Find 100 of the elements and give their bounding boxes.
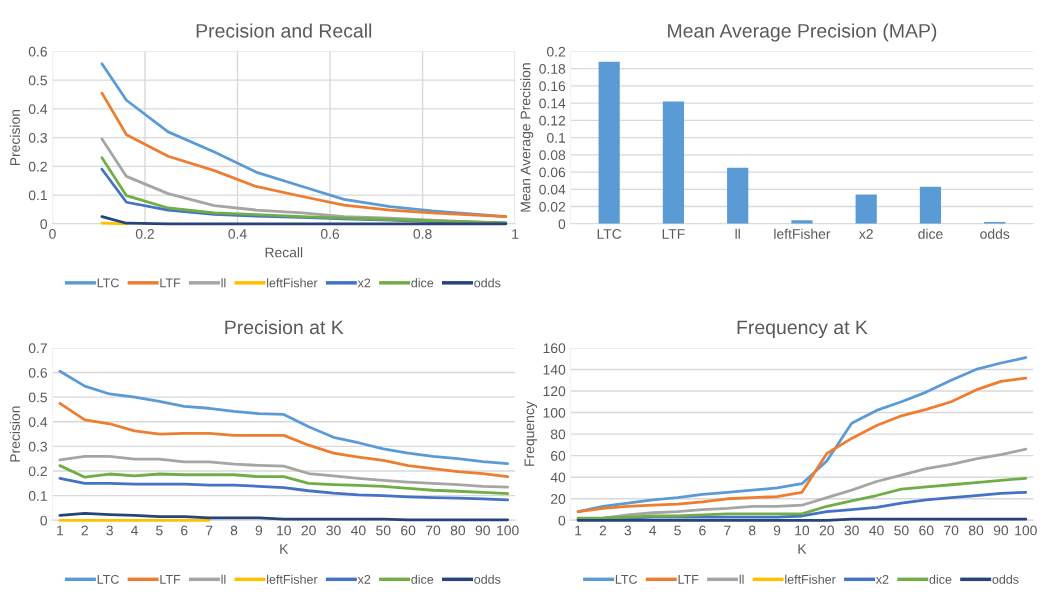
legend-label: LTC xyxy=(615,574,638,584)
y-tick-label: 0.4 xyxy=(28,104,48,115)
legend-label: dice xyxy=(411,574,434,584)
y-tick-label: 0.2 xyxy=(28,161,47,172)
legend-label: dice xyxy=(929,574,952,584)
legend-label: LTF xyxy=(160,278,181,288)
x-tick-label: 6 xyxy=(181,525,188,536)
y-tick-label: 120 xyxy=(543,386,566,397)
line-series xyxy=(58,512,510,522)
x-tick-label: 5 xyxy=(156,525,163,536)
y-tick-label: 0.1 xyxy=(546,132,566,143)
x-tick-label: odds xyxy=(980,228,1010,239)
y-tick-label: 0.2 xyxy=(546,46,566,57)
y-tick-label: 0.12 xyxy=(539,115,566,126)
x-tick-label: 10 xyxy=(795,525,810,536)
x-tick-label: 10 xyxy=(277,525,291,536)
y-axis-title: Precision xyxy=(9,406,20,462)
bar xyxy=(727,167,749,224)
line-series xyxy=(58,477,510,502)
y-tick-label: 0.2 xyxy=(28,466,47,477)
y-tick-label: 0.1 xyxy=(28,491,47,501)
legend-label: dice xyxy=(411,278,434,288)
x-axis-title: K xyxy=(280,544,289,554)
x-tick-label: 50 xyxy=(376,525,391,536)
x-tick-label: 3 xyxy=(106,525,113,536)
y-tick-label: 0 xyxy=(558,515,566,526)
y-tick-label: 0.3 xyxy=(28,132,47,143)
bar xyxy=(791,220,813,224)
x-axis-title: K xyxy=(798,544,807,554)
x-tick-label: 6 xyxy=(699,525,706,536)
y-tick-label: 0.16 xyxy=(539,81,566,92)
y-tick-label: 0.6 xyxy=(28,46,47,57)
legend-label: x2 xyxy=(875,574,889,584)
legend-label: LTF xyxy=(678,575,699,584)
line-series xyxy=(58,454,510,489)
x-tick-label: 1 xyxy=(57,525,64,536)
line-series xyxy=(100,91,508,219)
x-tick-label: 80 xyxy=(450,525,466,536)
y-tick-label: 0 xyxy=(40,515,48,526)
y-tick-label: 0.7 xyxy=(28,343,47,354)
x-tick-label: 2 xyxy=(599,525,607,536)
x-tick-label: 1 xyxy=(575,525,582,536)
x-tick-label: 40 xyxy=(350,525,366,536)
chart-title: Mean Average Precision (MAP) xyxy=(668,23,937,42)
x-tick-label: 50 xyxy=(894,525,909,536)
x-tick-label: 0 xyxy=(49,229,56,239)
x-tick-label: 80 xyxy=(968,525,984,536)
x-tick-label: LTC xyxy=(597,229,622,239)
legend-label: ll xyxy=(221,574,226,584)
x-tick-label: 40 xyxy=(869,525,884,536)
legend-label: odds xyxy=(474,574,501,584)
x-tick-label: 9 xyxy=(773,525,781,536)
x-axis-title: Recall xyxy=(265,247,303,258)
x-tick-label: 8 xyxy=(230,525,238,536)
legend-label: LTC xyxy=(97,278,119,288)
bar xyxy=(919,186,942,224)
x-tick-label: 70 xyxy=(944,525,959,536)
x-tick-label: 0.4 xyxy=(228,229,247,239)
x-tick-label: ll xyxy=(735,228,740,239)
y-tick-label: 140 xyxy=(543,364,566,375)
x-tick-label: 1 xyxy=(512,229,519,239)
x-tick-label: 5 xyxy=(674,525,681,536)
y-tick-label: 20 xyxy=(551,494,566,504)
legend-label: odds xyxy=(992,574,1019,584)
legend-label: LTF xyxy=(160,575,181,584)
x-tick-label: 3 xyxy=(624,525,632,536)
x-tick-label: 0.8 xyxy=(413,229,432,239)
chart-title: Precision and Recall xyxy=(196,23,372,38)
legend-label: LTC xyxy=(97,574,119,584)
x-tick-label: 20 xyxy=(819,525,834,536)
y-tick-label: 0 xyxy=(40,219,48,229)
legend-label: leftFisher xyxy=(785,574,836,584)
y-tick-label: 160 xyxy=(543,343,566,354)
x-tick-label: 90 xyxy=(993,525,1009,536)
line-series xyxy=(58,401,510,479)
x-tick-label: x2 xyxy=(859,229,873,239)
x-tick-label: leftFisher xyxy=(774,228,831,239)
legend-label: leftFisher xyxy=(267,278,318,288)
y-tick-label: 80 xyxy=(550,429,566,440)
x-tick-label: 30 xyxy=(326,525,341,536)
chart-title: Precision at K xyxy=(225,319,344,335)
x-tick-label: 60 xyxy=(919,525,934,536)
y-tick-label: 0.18 xyxy=(539,64,566,74)
x-tick-label: 100 xyxy=(1015,525,1037,536)
line-series xyxy=(58,464,510,496)
legend-label: x2 xyxy=(357,574,371,584)
line-series xyxy=(576,476,1028,520)
y-tick-label: 0.04 xyxy=(539,184,566,195)
y-tick-label: 0 xyxy=(558,219,566,229)
y-tick-label: 100 xyxy=(543,407,566,418)
bar xyxy=(855,194,877,224)
legend-label: ll xyxy=(739,574,744,584)
x-tick-label: 30 xyxy=(844,525,859,536)
x-tick-label: 4 xyxy=(130,525,138,536)
y-tick-label: 60 xyxy=(551,450,566,461)
legend-label: odds xyxy=(474,278,501,288)
x-tick-label: 60 xyxy=(401,525,416,536)
y-axis-title: Frequency xyxy=(524,401,538,466)
y-tick-label: 0.1 xyxy=(28,190,47,201)
y-axis-title: Precision xyxy=(9,109,20,166)
